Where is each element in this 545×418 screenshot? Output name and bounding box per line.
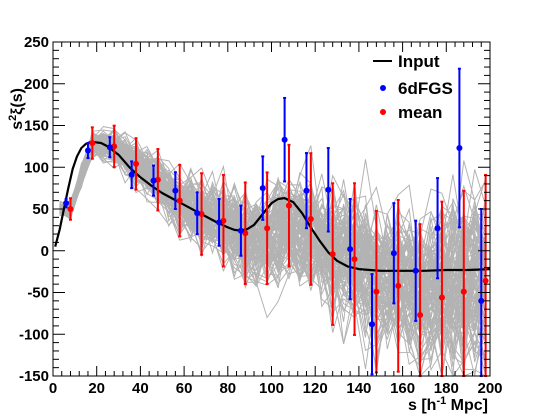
- dfgs-point: [303, 187, 310, 194]
- dfgs-point: [390, 250, 397, 257]
- mean-point: [307, 216, 314, 223]
- dfgs-point: [63, 200, 70, 207]
- x-tick-label: 140: [346, 380, 371, 397]
- dfgs-point: [434, 225, 441, 232]
- dfgs-point: [456, 145, 463, 152]
- mean-point: [329, 251, 336, 258]
- x-tick-label: 0: [49, 380, 57, 397]
- mock-realization-line: [59, 128, 486, 336]
- y-tick-label: -100: [19, 326, 49, 343]
- dfgs-point: [237, 227, 244, 234]
- y-tick-label: -150: [19, 368, 49, 385]
- y-axis-title: s2ξ(s): [7, 88, 26, 130]
- x-tick-label: 160: [390, 380, 415, 397]
- mean-point: [264, 225, 271, 232]
- dfgs-point: [412, 267, 419, 274]
- mean-point: [176, 197, 183, 204]
- dfgs-point: [128, 171, 135, 178]
- mean-point: [351, 256, 358, 263]
- dfgs-point: [478, 297, 485, 304]
- y-tick-label: 250: [24, 34, 49, 51]
- axes: 0 20 40 60 80 100 120 140 160 180 200 -150 -100 -50 0 5…: [19, 34, 503, 397]
- legend-mean-label: mean: [398, 103, 442, 122]
- x-tick-label: 20: [88, 380, 105, 397]
- mean-point: [438, 294, 445, 301]
- mock-realization-line: [59, 140, 487, 329]
- data-points-layer: [63, 67, 489, 377]
- dfgs-point: [106, 144, 113, 151]
- legend-mean-marker: [380, 109, 386, 115]
- mock-realization-line: [59, 139, 487, 312]
- mean-point: [373, 288, 380, 295]
- y-tick-label: 100: [24, 159, 49, 176]
- x-tick-label: 100: [259, 380, 284, 397]
- dfgs-point: [347, 246, 354, 253]
- x-tick-label: 80: [219, 380, 236, 397]
- y-tick-label: 150: [24, 118, 49, 135]
- legend-6dfgs-label: 6dFGS: [398, 79, 453, 98]
- mean-point: [67, 206, 74, 212]
- y-tick-label: 0: [41, 243, 49, 260]
- x-axis-title: s [h-1 Mpc]: [408, 395, 488, 414]
- x-tick-label: 120: [303, 380, 328, 397]
- dfgs-point: [369, 321, 376, 328]
- mean-point: [133, 160, 140, 167]
- mean-point: [395, 282, 402, 289]
- mock-realization-line: [59, 133, 487, 332]
- mock-realization-line: [59, 129, 487, 320]
- legend: Input 6dFGS mean: [373, 52, 453, 122]
- x-tick-label: 40: [132, 380, 149, 397]
- mock-realization-line: [59, 134, 486, 362]
- mean-point: [89, 140, 96, 147]
- dfgs-point: [281, 136, 288, 143]
- y-tick-label: -50: [27, 285, 49, 302]
- mean-point: [460, 288, 467, 295]
- legend-input-label: Input: [398, 52, 440, 71]
- y-tick-label: 50: [32, 201, 49, 218]
- dfgs-point: [150, 177, 157, 184]
- dfgs-point: [84, 147, 91, 154]
- dfgs-point: [325, 186, 332, 193]
- x-tick-label: 180: [434, 380, 459, 397]
- mean-point: [242, 230, 249, 237]
- mean-point: [482, 277, 489, 284]
- dfgs-point: [216, 219, 223, 226]
- mean-point: [285, 202, 292, 209]
- mean-point: [417, 312, 424, 319]
- y-tick-label: 200: [24, 76, 49, 93]
- legend-6dfgs-marker: [380, 85, 386, 91]
- dfgs-point: [194, 210, 201, 217]
- mock-realizations: [59, 126, 487, 378]
- dfgs-point: [172, 187, 179, 194]
- x-tick-label: 60: [176, 380, 193, 397]
- dfgs-point: [259, 185, 266, 192]
- mock-realization-line: [59, 140, 487, 344]
- x-tick-label: 200: [477, 380, 502, 397]
